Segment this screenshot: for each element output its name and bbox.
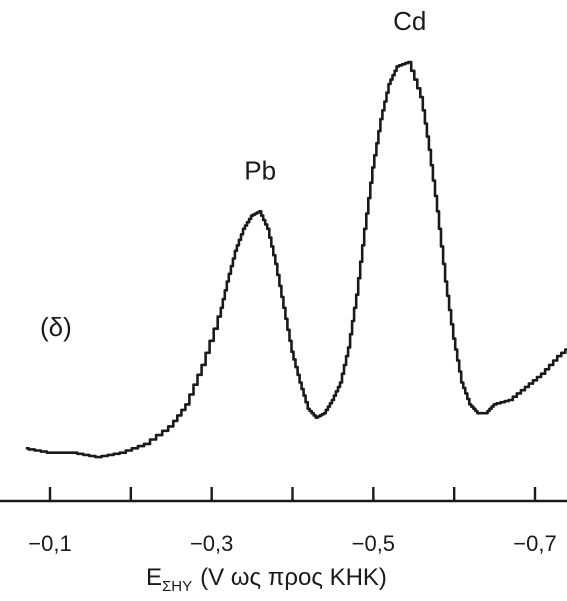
x-axis-tick-labels: −0,1 −0,3 −0,5 −0,7 xyxy=(28,531,556,556)
peak-labels: Pb Cd xyxy=(244,6,426,185)
current-potential-curve xyxy=(25,60,567,459)
x-axis-title-subscript: ΣΗΥ xyxy=(162,578,192,595)
x-tick-label-0: −0,1 xyxy=(28,531,71,556)
x-axis-ticks xyxy=(48,487,537,501)
x-tick-label-3: −0,7 xyxy=(513,531,556,556)
x-axis-title: EΣΗΥ (V ως προς ΚΗΚ) xyxy=(146,564,387,595)
peak-label-cd: Cd xyxy=(393,6,426,36)
x-axis-title-symbol: E xyxy=(146,564,162,591)
x-tick-label-2: −0,5 xyxy=(352,531,395,556)
x-tick-label-1: −0,3 xyxy=(190,531,233,556)
x-axis-title-units: (V ως προς ΚΗΚ) xyxy=(200,564,387,591)
panel-label: (δ) xyxy=(40,312,72,342)
peak-label-pb: Pb xyxy=(244,155,276,185)
